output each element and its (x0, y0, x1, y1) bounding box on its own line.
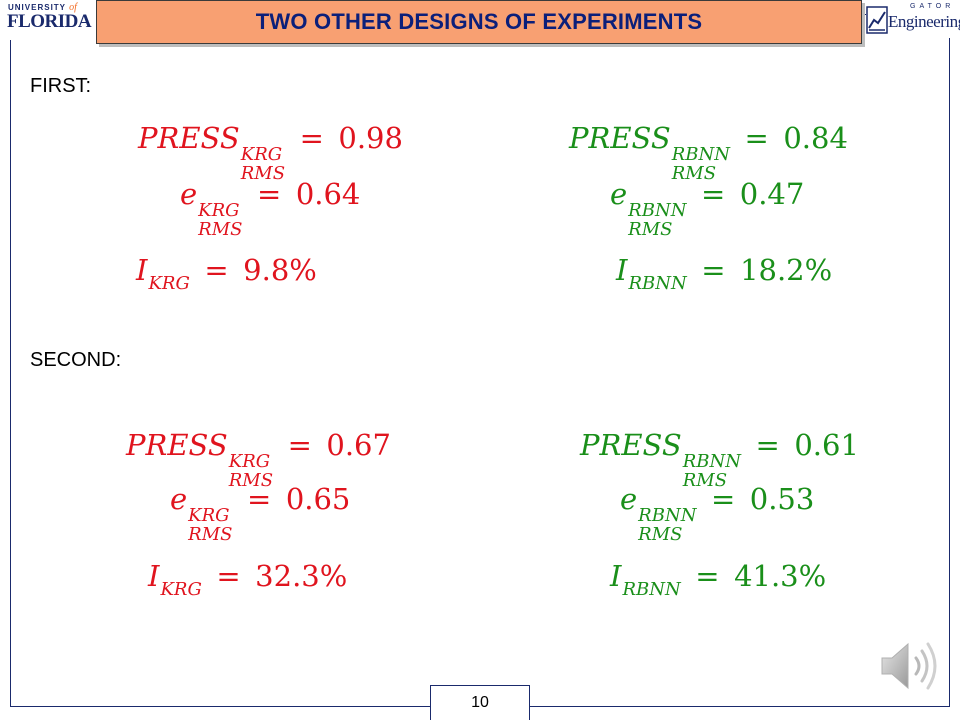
first-rbnn-press-equation: PRESS RBNN RMS = 0.84 (569, 121, 848, 184)
second-krg-e-equation: e KRG RMS = 0.65 (170, 482, 351, 545)
university-of-florida-logo: UNIVERSITY of FLORIDA (4, 0, 96, 40)
uf-logo-line1: UNIVERSITY of (8, 2, 77, 13)
title-banner: TWO OTHER DESIGNS OF EXPERIMENTS (96, 0, 862, 44)
section-label-second: SECOND: (30, 349, 122, 371)
second-rbnn-e-equation: e RBNN RMS = 0.53 (620, 482, 815, 545)
gator-icon (866, 6, 888, 34)
slide-title: TWO OTHER DESIGNS OF EXPERIMENTS (255, 9, 703, 34)
second-krg-press-equation: PRESS KRG RMS = 0.67 (126, 428, 391, 491)
first-rbnn-e-equation: e RBNN RMS = 0.47 (610, 177, 805, 240)
gator-logo-text: GATOR (910, 3, 955, 10)
section-label-first: FIRST: (30, 75, 92, 97)
gator-engineering-logo: GATOR Engineering (866, 2, 960, 38)
speaker-icon[interactable] (876, 636, 942, 696)
slide-frame-right (949, 14, 950, 707)
slide-frame-left (10, 14, 11, 707)
second-rbnn-press-equation: PRESS RBNN RMS = 0.61 (580, 428, 859, 491)
uf-logo-line2: FLORIDA (7, 11, 92, 32)
second-krg-i-equation: IKRG = 32.3% (148, 559, 348, 600)
page-number: 10 (430, 685, 530, 720)
first-krg-e-equation: e KRG RMS = 0.64 (180, 177, 361, 240)
engineering-logo-text: Engineering (888, 12, 960, 31)
first-krg-i-equation: IKRG = 9.8% (136, 253, 317, 294)
first-krg-press-equation: PRESS KRG RMS = 0.98 (138, 121, 403, 184)
second-rbnn-i-equation: IRBNN = 41.3% (610, 559, 827, 600)
first-rbnn-i-equation: IRBNN = 18.2% (616, 253, 833, 294)
